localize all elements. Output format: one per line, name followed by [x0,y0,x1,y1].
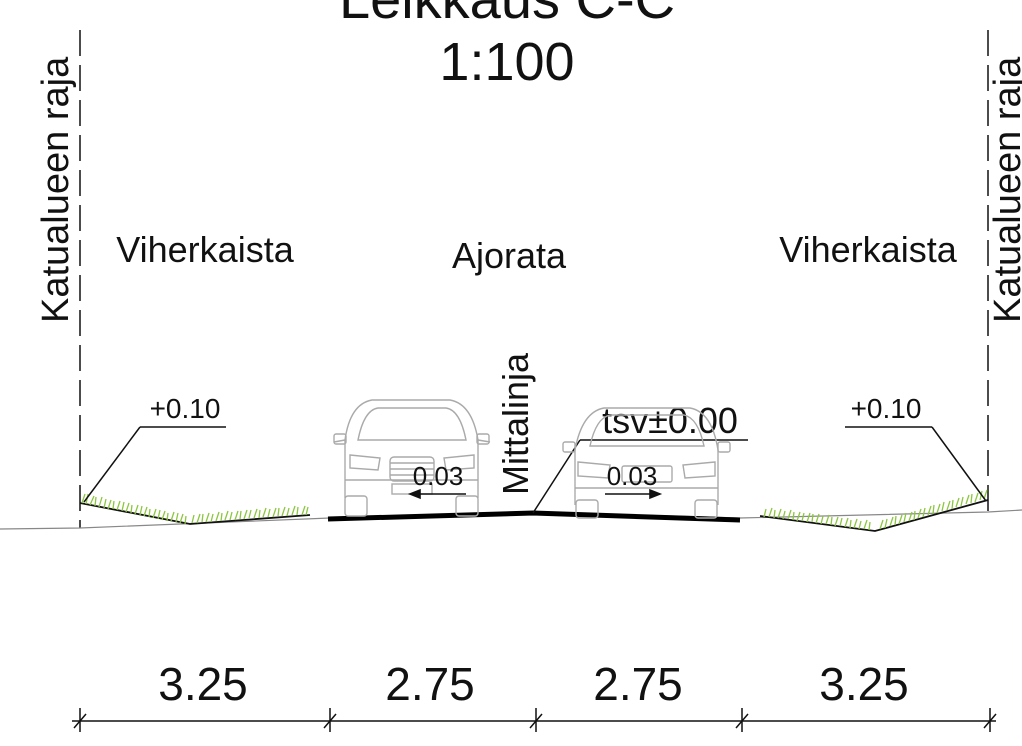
right-green-strip-label: Viherkaista [779,229,957,270]
car-rear-icon [562,407,731,519]
dimension-label-2: 2.75 [385,658,475,710]
dimension-label-4: 3.25 [819,658,909,710]
car-front-icon [333,399,491,517]
elevation-label: tsv±0.00 [602,400,738,441]
right-boundary-label: Katualueen raja [987,56,1022,323]
left-slope-label: 0.03 [413,461,464,491]
right-ditch-profile [759,499,989,532]
left-ditch-profile [79,502,311,525]
right-slope-label: 0.03 [607,461,658,491]
left-level-callout [83,426,226,503]
left-grass-icon [81,493,309,525]
scale-label: 1:100 [439,32,574,92]
dimension-label-1: 3.25 [158,658,248,710]
left-level-label: +0.10 [150,393,221,424]
section-title: Leikkaus C-C [339,0,675,30]
dimension-line [72,708,997,732]
roadway-label: Ajorata [452,235,567,276]
right-level-label: +0.10 [851,393,922,424]
centerline-label: Mittalinja [495,352,536,495]
right-grass-icon [763,489,988,531]
dimension-label-3: 2.75 [593,658,683,710]
right-level-callout [845,426,987,502]
right-slope-arrow-icon [605,488,663,500]
left-green-strip-label: Viherkaista [116,229,294,270]
pavement-surface [327,510,741,523]
left-slope-arrow-icon [407,488,466,500]
left-boundary-label: Katualueen raja [35,56,77,323]
